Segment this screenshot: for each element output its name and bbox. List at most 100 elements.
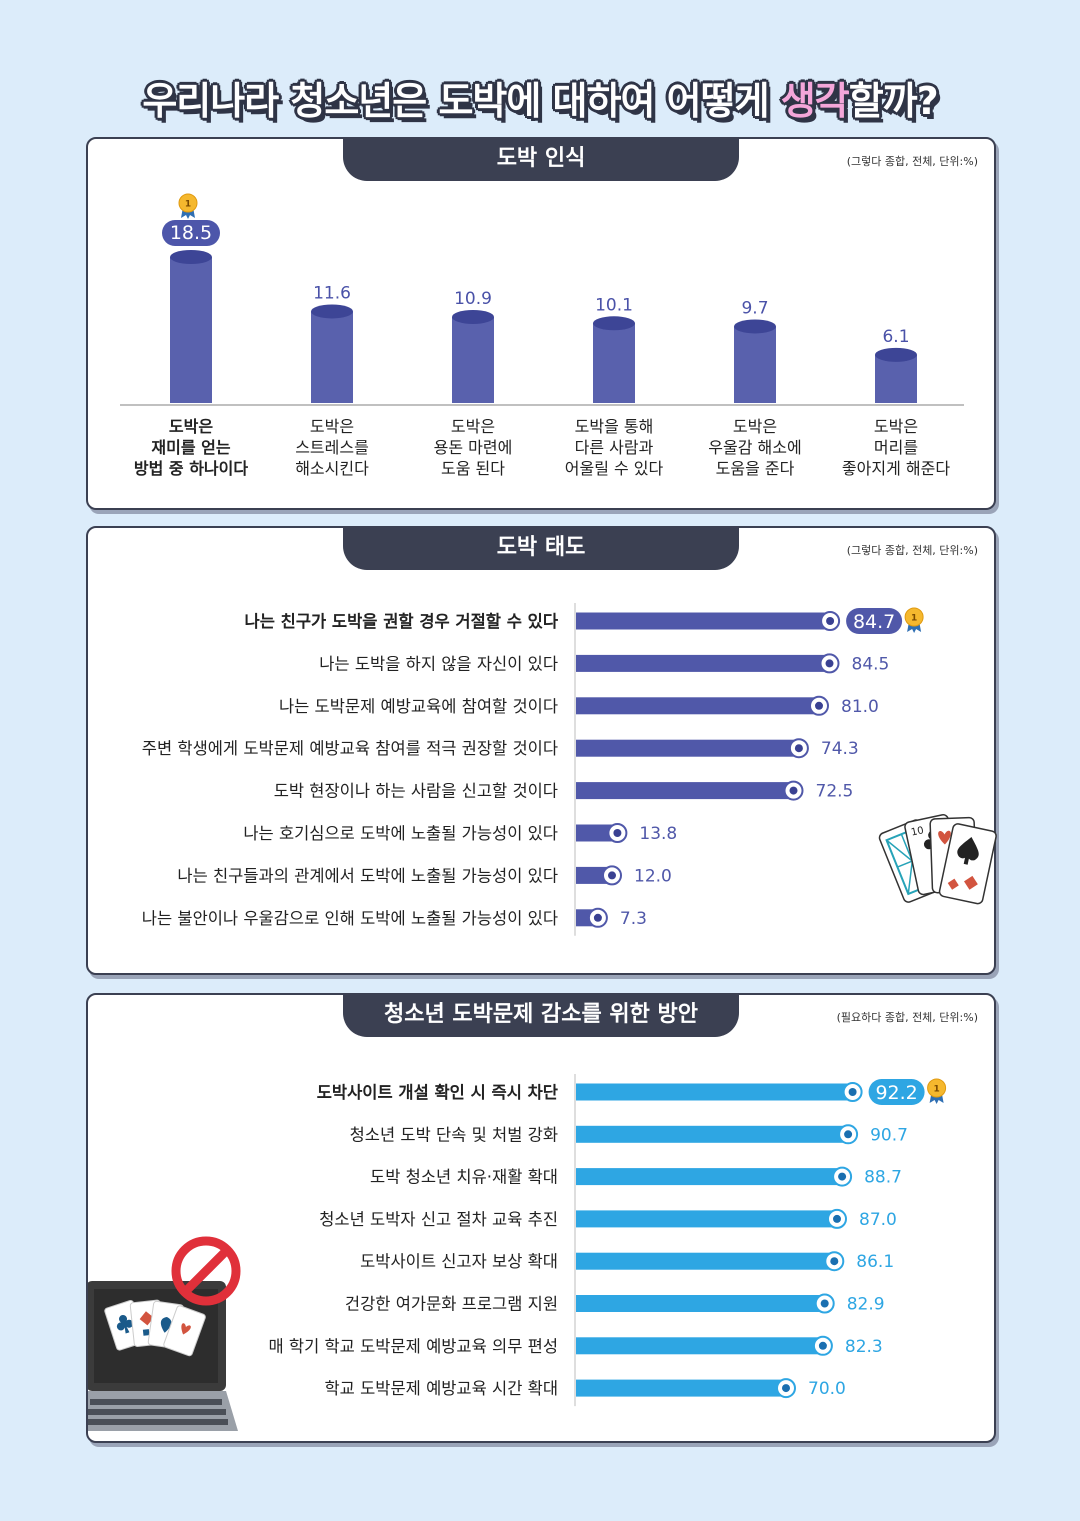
perception-bar bbox=[875, 354, 917, 403]
solutions-category-label: 청소년 도박 단속 및 처벌 강화 bbox=[350, 1125, 558, 1144]
perception-bar-top bbox=[311, 304, 353, 319]
attitude-bar-end-dot bbox=[789, 786, 798, 795]
solutions-bar-end-dot bbox=[830, 1257, 839, 1266]
solutions-bar bbox=[576, 1210, 837, 1228]
perception-category-label: 도박을 통해 bbox=[575, 417, 654, 436]
attitude-category-label: 나는 친구들과의 관계에서 도박에 노출될 가능성이 있다 bbox=[177, 866, 558, 885]
perception-category-label: 다른 사람과 bbox=[575, 438, 654, 457]
perception-category-label: 도움 된다 bbox=[441, 459, 505, 478]
solutions-unit-note: (필요하다 종합, 전체, 단위:%) bbox=[836, 1011, 978, 1024]
solutions-value-label: 82.3 bbox=[845, 1337, 883, 1357]
perception-category-label: 도박은 bbox=[310, 417, 354, 436]
solutions-medal-label: 1 bbox=[933, 1085, 939, 1095]
perception-bar-top bbox=[593, 316, 635, 331]
solutions-category-label: 학교 도박문제 예방교육 시간 확대 bbox=[325, 1379, 559, 1398]
perception-category-label: 도움을 준다 bbox=[716, 459, 795, 478]
solutions-bar bbox=[576, 1379, 786, 1397]
solutions-header: 청소년 도박문제 감소를 위한 방안 bbox=[343, 995, 739, 1037]
perception-value-label: 10.9 bbox=[454, 289, 492, 309]
attitude-category-label: 도박 현장이나 하는 사람을 신고할 것이다 bbox=[274, 782, 558, 801]
attitude-value-label: 12.0 bbox=[634, 866, 672, 886]
perception-category-label: 도박은 bbox=[733, 417, 777, 436]
perception-category-label: 좋아지게 해준다 bbox=[842, 459, 950, 478]
perception-category-label: 머리를 bbox=[874, 438, 918, 457]
attitude-bar-end-dot bbox=[593, 913, 602, 922]
solutions-bar-end-dot bbox=[838, 1172, 847, 1181]
attitude-category-label: 나는 불안이나 우울감으로 인해 도박에 노출될 가능성이 있다 bbox=[142, 909, 558, 928]
attitude-value-label: 74.3 bbox=[821, 739, 859, 759]
title-part2: 할까? bbox=[848, 79, 939, 123]
attitude-bar-end-dot bbox=[613, 829, 622, 837]
attitude-medal: 1 bbox=[904, 607, 924, 633]
solutions-bar-end-dot bbox=[848, 1088, 857, 1096]
perception-category-label: 우울감 해소에 bbox=[708, 438, 801, 457]
perception-value-label: 18.5 bbox=[170, 222, 212, 244]
attitude-value-label: 7.3 bbox=[620, 909, 647, 929]
solutions-category-label: 청소년 도박자 신고 절차 교육 추진 bbox=[319, 1210, 558, 1229]
perception-bar-top bbox=[452, 309, 494, 324]
solutions-value-label: 88.7 bbox=[864, 1168, 902, 1188]
attitude-header: 도박 태도 bbox=[343, 526, 739, 570]
attitude-bar-end-dot bbox=[826, 617, 835, 625]
perception-category-label: 도박은 bbox=[451, 417, 495, 436]
main-title: 우리나라 청소년은 도박에 대하여 어떻게 생각할까? bbox=[0, 70, 1080, 125]
attitude-panel: 도박 태도 (그렇다 종합, 전체, 단위:%) 나는 친구가 도박을 권할 경… bbox=[86, 526, 997, 975]
perception-category-label: 방법 중 하나이다 bbox=[134, 459, 248, 478]
solutions-value-label: 92.2 bbox=[875, 1082, 917, 1104]
attitude-category-label: 나는 친구가 도박을 권할 경우 거절할 수 있다 bbox=[245, 611, 559, 631]
solutions-bar-end-dot bbox=[844, 1130, 853, 1139]
solutions-bar-end-dot bbox=[833, 1214, 841, 1223]
perception-category-label: 재미를 얻는 bbox=[151, 438, 230, 457]
perception-medal-label: 1 bbox=[185, 200, 191, 210]
title-part1: 우리나라 청소년은 도박에 대하여 어떻게 bbox=[142, 79, 781, 123]
attitude-value-pill bbox=[846, 608, 903, 634]
solutions-medal: 1 bbox=[927, 1078, 947, 1104]
perception-bar bbox=[452, 316, 494, 403]
attitude-bar-end-dot bbox=[608, 871, 616, 880]
perception-value-label: 11.6 bbox=[313, 283, 351, 303]
solutions-bar bbox=[576, 1125, 849, 1143]
attitude-bar-end-dot bbox=[815, 701, 823, 710]
solutions-value-label: 70.0 bbox=[808, 1379, 846, 1399]
title-highlight: 생각 bbox=[780, 79, 850, 123]
attitude-category-label: 나는 도박문제 예방교육에 참여할 것이다 bbox=[279, 697, 558, 716]
perception-category-label: 스트레스를 bbox=[295, 438, 369, 457]
attitude-medal-label: 1 bbox=[911, 614, 917, 624]
solutions-value-label: 82.9 bbox=[847, 1295, 885, 1315]
attitude-bar bbox=[576, 697, 819, 715]
perception-value-label: 6.1 bbox=[882, 327, 909, 347]
perception-bar bbox=[593, 323, 635, 403]
attitude-bar-end-dot bbox=[794, 744, 803, 753]
perception-bar-top bbox=[734, 319, 776, 334]
solutions-category-label: 도박 청소년 치유·재활 확대 bbox=[370, 1168, 558, 1187]
perception-category-label: 용돈 마련에 bbox=[434, 438, 513, 457]
attitude-bar-end-dot bbox=[825, 659, 834, 668]
perception-bar-top bbox=[170, 250, 212, 264]
attitude-bar bbox=[576, 654, 830, 672]
perception-category-label: 어울릴 수 있다 bbox=[565, 459, 664, 478]
perception-unit-note: (그렇다 종합, 전체, 단위:%) bbox=[846, 155, 978, 168]
perception-value-label: 9.7 bbox=[741, 298, 768, 318]
attitude-bar bbox=[576, 739, 799, 757]
perception-bar-top bbox=[875, 347, 917, 362]
perception-bar bbox=[734, 326, 776, 403]
solutions-value-label: 90.7 bbox=[870, 1125, 908, 1145]
laptop-prohibited-illustration bbox=[88, 1236, 241, 1431]
solutions-bar bbox=[576, 1295, 825, 1312]
attitude-value-label: 72.5 bbox=[816, 782, 854, 802]
solutions-category-label: 도박사이트 개설 확인 시 즉시 차단 bbox=[317, 1083, 558, 1102]
attitude-bar bbox=[576, 782, 794, 800]
attitude-value-label: 81.0 bbox=[841, 697, 879, 717]
solutions-bar-end-dot bbox=[818, 1341, 827, 1350]
perception-medal: 1 bbox=[178, 193, 198, 219]
perception-value-label: 10.1 bbox=[595, 295, 633, 315]
solutions-category-label: 도박사이트 신고자 보상 확대 bbox=[360, 1252, 558, 1271]
perception-medal-disc bbox=[178, 193, 198, 213]
solutions-bar bbox=[576, 1168, 843, 1186]
perception-bar bbox=[170, 257, 212, 403]
attitude-category-label: 나는 호기심으로 도박에 노출될 가능성이 있다 bbox=[243, 824, 558, 843]
attitude-category-label: 나는 도박을 하지 않을 자신이 있다 bbox=[319, 654, 558, 673]
perception-category-label: 해소시킨다 bbox=[295, 459, 369, 478]
perception-panel: 도박 인식 (그렇다 종합, 전체, 단위:%) 18.5 1 도박은 재미를 얻는 방… bbox=[86, 137, 996, 510]
